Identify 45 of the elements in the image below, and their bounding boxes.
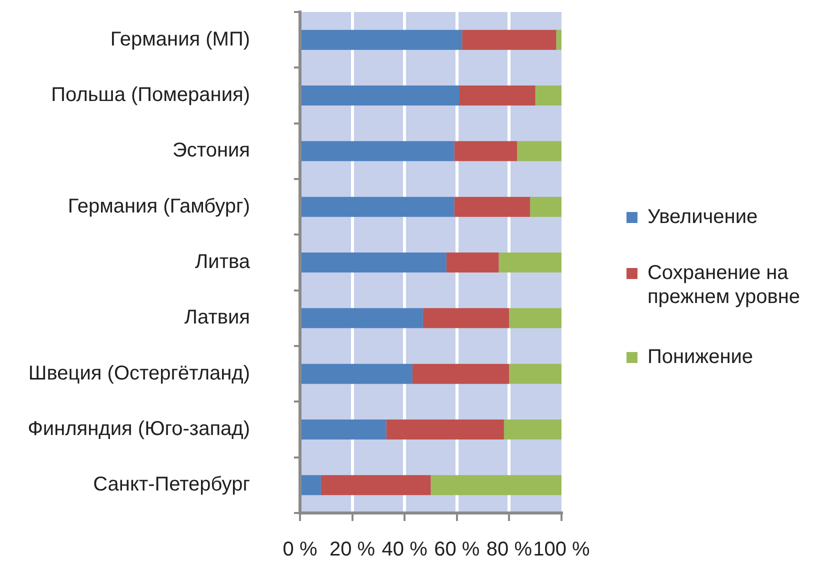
bar xyxy=(386,419,504,440)
x-tick-label: 40 % xyxy=(382,538,428,561)
bar xyxy=(320,475,431,496)
x-tick-label: 60 % xyxy=(434,538,480,561)
bar xyxy=(412,364,510,384)
bar xyxy=(504,419,562,440)
bar xyxy=(460,85,536,106)
legend-label: Сохранение на прежнем уровне xyxy=(647,262,800,308)
bar xyxy=(535,85,562,106)
bar xyxy=(422,308,510,328)
bar xyxy=(302,364,412,384)
bar xyxy=(462,30,556,50)
y-tick-label: Германия (Гамбург) xyxy=(68,195,250,218)
y-tick-label: Польша (Померания) xyxy=(51,84,250,106)
bar xyxy=(302,30,462,50)
bar xyxy=(556,30,562,50)
bar xyxy=(302,196,454,217)
bar xyxy=(498,252,562,273)
x-tick-label: 80 % xyxy=(486,538,532,561)
bar xyxy=(302,419,386,440)
bar xyxy=(454,141,518,162)
y-tick-label: Санкт-Петербург xyxy=(93,474,250,496)
bar xyxy=(517,141,562,162)
y-tick-label: Германия (МП) xyxy=(110,28,250,50)
bar xyxy=(302,308,423,328)
legend-label: Увеличение xyxy=(647,206,758,228)
bar xyxy=(446,252,499,273)
y-tick-label: Швеция (Остергётланд) xyxy=(28,362,250,384)
x-tick-label: 0 % xyxy=(282,538,318,561)
bar xyxy=(530,196,562,217)
bar xyxy=(302,141,454,162)
y-tick-label: Латвия xyxy=(184,306,250,329)
bar xyxy=(509,364,562,384)
legend-label: Понижение xyxy=(647,346,754,368)
bar xyxy=(509,308,562,328)
bar xyxy=(454,196,530,217)
bar xyxy=(302,252,446,273)
x-tick-label: 100 % xyxy=(533,538,590,561)
x-tick-label: 20 % xyxy=(330,538,376,561)
bar xyxy=(430,475,562,496)
bar xyxy=(302,85,460,106)
y-tick-label: Литва xyxy=(195,251,251,274)
y-tick-label: Эстония xyxy=(172,140,250,162)
y-tick-label: Финляндия (Юго-запад) xyxy=(28,418,250,440)
bar xyxy=(302,475,321,496)
